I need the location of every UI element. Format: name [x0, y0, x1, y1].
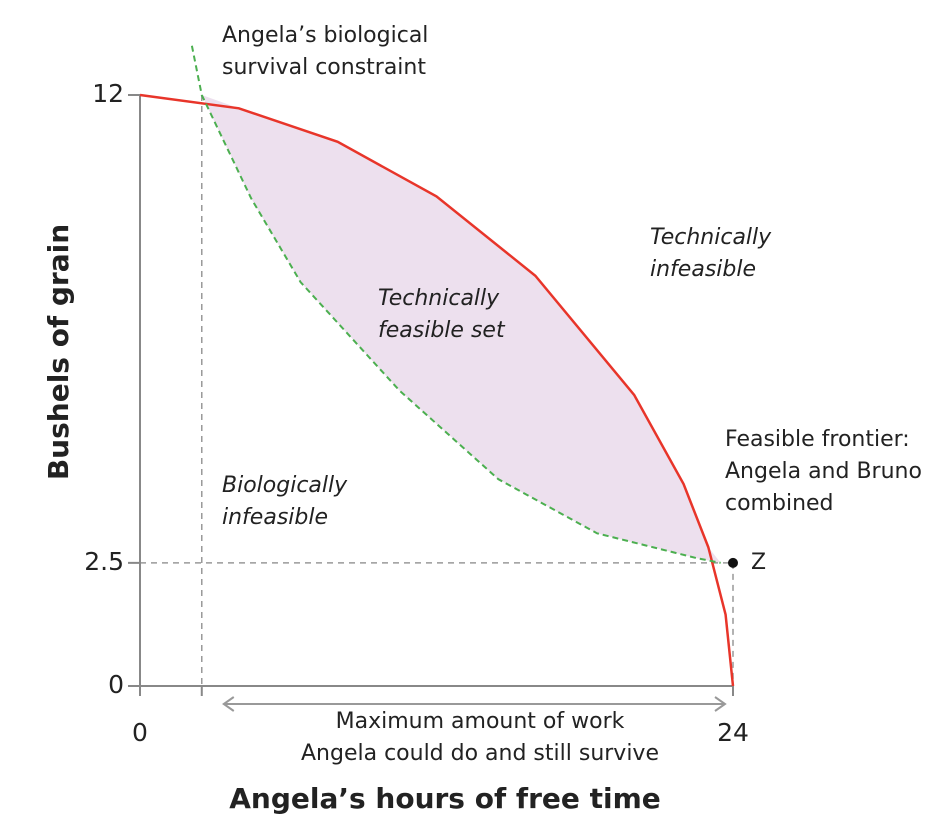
annotation: Maximum amount of work: [336, 709, 625, 734]
annotation: infeasible: [222, 505, 328, 530]
annotation: Technically: [650, 225, 772, 250]
point-label: Z: [751, 550, 766, 575]
annotation: Angela’s biological: [222, 23, 428, 48]
annotation: infeasible: [650, 257, 756, 282]
annotation: feasible set: [378, 318, 506, 343]
arrow-head: [714, 696, 727, 712]
curve: [139, 93, 735, 687]
y-tick-label: 2.5: [84, 547, 124, 576]
point-z: [728, 557, 738, 568]
annotation: Biologically: [222, 473, 348, 498]
x-axis-title: Angela’s hours of free time: [229, 782, 661, 815]
arrow-head: [222, 696, 235, 712]
annotation: Angela could do and still survive: [301, 741, 659, 766]
x-tick-label: 0: [132, 718, 148, 747]
y-tick-label: 12: [92, 79, 124, 108]
curve: [190, 45, 721, 564]
annotation: Technically: [378, 286, 500, 311]
annotation: Angela and Bruno: [725, 459, 922, 484]
y-axis-title: Bushels of grain: [42, 224, 75, 480]
annotation: combined: [725, 491, 834, 516]
annotation: Feasible frontier:: [725, 427, 910, 452]
y-tick-label: 0: [108, 670, 124, 699]
annotation: survival constraint: [222, 55, 426, 80]
x-tick-label: 24: [717, 718, 749, 747]
feasible-set-fill: [201, 95, 721, 563]
